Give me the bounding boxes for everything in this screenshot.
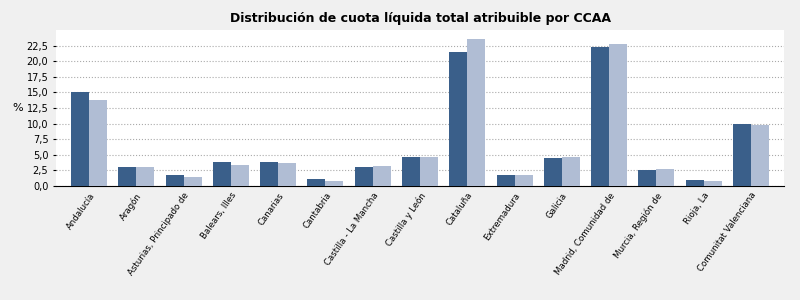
Bar <box>591 47 609 186</box>
Bar <box>514 176 533 186</box>
Bar <box>373 166 390 186</box>
Bar <box>704 181 722 186</box>
Bar <box>278 163 296 186</box>
Bar <box>166 175 184 186</box>
Bar <box>184 177 202 186</box>
Bar <box>686 180 704 186</box>
Bar <box>402 157 420 186</box>
Bar <box>638 170 656 186</box>
Bar <box>71 92 89 186</box>
Bar <box>497 175 514 186</box>
Bar <box>326 181 343 186</box>
Bar <box>656 169 674 186</box>
Bar <box>733 124 751 186</box>
Bar <box>231 165 249 186</box>
Bar <box>354 167 373 186</box>
Bar <box>751 125 769 186</box>
Bar <box>544 158 562 186</box>
Bar <box>450 52 467 186</box>
Bar <box>609 44 627 186</box>
Bar <box>213 162 231 186</box>
Y-axis label: %: % <box>13 103 23 113</box>
Bar <box>260 162 278 186</box>
Bar <box>118 167 136 186</box>
Bar <box>136 167 154 186</box>
Title: Distribución de cuota líquida total atribuible por CCAA: Distribución de cuota líquida total atri… <box>230 12 610 25</box>
Bar <box>89 100 107 186</box>
Bar <box>420 157 438 186</box>
Bar <box>307 179 326 186</box>
Bar <box>467 39 486 186</box>
Bar <box>562 157 580 186</box>
